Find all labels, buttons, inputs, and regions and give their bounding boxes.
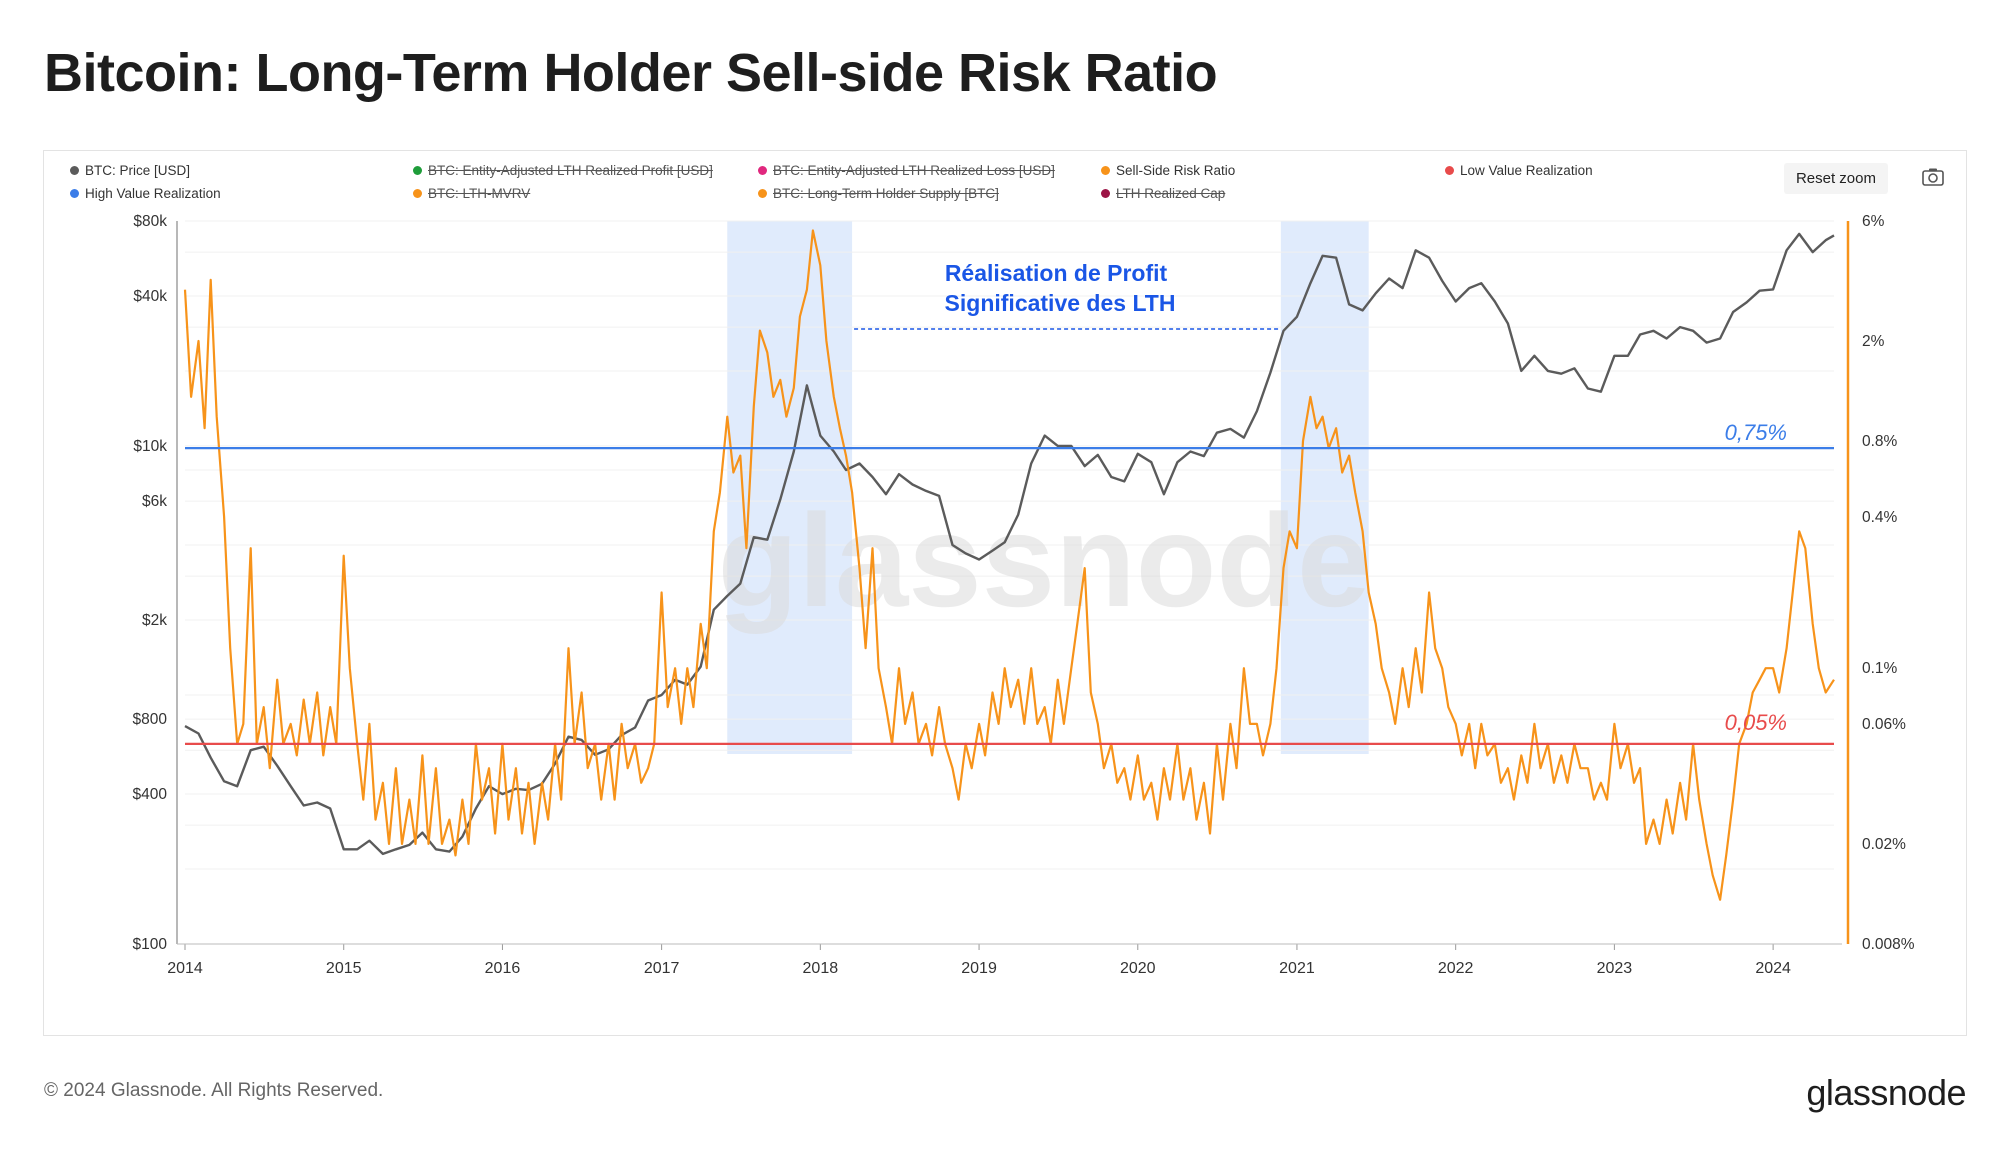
y-left-tick-label: $10k [133,438,167,455]
btc-price-line [184,232,1835,856]
legend-item-btc-price[interactable]: BTC: Price [USD] [70,163,190,178]
y-left-tick-label: $40k [133,288,167,305]
highlight-range-1 [727,221,853,754]
legend-item-lth-mvrv[interactable]: BTC: LTH-MVRV [413,186,530,201]
reset-zoom-button[interactable]: Reset zoom [1783,163,1888,194]
y-right-tick-label: 0.02% [1862,836,1906,853]
x-tick-label: 2014 [167,960,203,977]
sell-side-risk-ratio-line [183,229,1835,901]
legend-dot [413,166,422,175]
legend-dot [758,166,767,175]
x-tick-label: 2024 [1755,960,1791,977]
glassnode-logo: glassnode [1806,1072,1966,1113]
chart-container: BTC: Price [USD] BTC: Entity-Adjusted LT… [43,150,1967,1036]
y-left-tick-label: $400 [133,786,168,803]
y-left-tick-label: $2k [142,612,167,629]
x-tick-label: 2018 [803,960,839,977]
y-right-tick-label: 2% [1862,333,1885,350]
x-tick-label: 2022 [1438,960,1474,977]
legend-dot [70,166,79,175]
legend-dot [1101,189,1110,198]
chart-plot: 2014 2015 2016 2017 2018 2019 2020 2021 2022 2023… [133,213,1915,977]
y-right-tick-label: 0.06% [1862,716,1906,733]
legend-item-lth-realized-cap[interactable]: LTH Realized Cap [1101,186,1225,201]
y-right-tick-label: 0.8% [1862,433,1898,450]
y-left-tick-label: $80k [133,213,167,230]
x-tick-label: 2021 [1279,960,1315,977]
legend-dot [758,189,767,198]
high-value-label: 0,75% [1725,420,1787,445]
annotation-profit-line2: Significative des LTH [945,290,1176,316]
x-tick-label: 2016 [485,960,521,977]
x-tick-label: 2023 [1597,960,1633,977]
copyright-text: © 2024 Glassnode. All Rights Reserved. [44,1080,384,1101]
x-tick-label: 2017 [644,960,680,977]
x-tick-label: 2019 [961,960,997,977]
legend-dot [413,189,422,198]
x-tick-label: 2015 [326,960,362,977]
legend-item-high-value-realization[interactable]: High Value Realization [70,186,221,201]
y-left-tick-label: $800 [133,711,168,728]
legend-dot [70,189,79,198]
legend-item-lth-realized-profit[interactable]: BTC: Entity-Adjusted LTH Realized Profit… [413,163,713,178]
y-right-tick-label: 0.008% [1862,936,1915,953]
legend: BTC: Price [USD] BTC: Entity-Adjusted LT… [70,163,1770,209]
y-left-tick-label: $100 [133,936,168,953]
legend-item-sell-side-risk-ratio[interactable]: Sell-Side Risk Ratio [1101,163,1235,178]
legend-item-lth-supply[interactable]: BTC: Long-Term Holder Supply [BTC] [758,186,999,201]
y-left-tick-label: $6k [142,493,167,510]
legend-dot [1101,166,1110,175]
low-value-label: 0,05% [1725,710,1787,735]
watermark-text: glassnode [718,487,1371,634]
y-right-tick-label: 0.1% [1862,660,1898,677]
legend-item-lth-realized-loss[interactable]: BTC: Entity-Adjusted LTH Realized Loss [… [758,163,1055,178]
y-right-tick-label: 0.4% [1862,509,1898,526]
legend-dot [1445,166,1454,175]
annotation-profit-line1: Réalisation de Profit [945,260,1168,286]
legend-item-low-value-realization[interactable]: Low Value Realization [1445,163,1593,178]
y-right-tick-label: 6% [1862,213,1885,230]
x-tick-label: 2020 [1120,960,1156,977]
page-title: Bitcoin: Long-Term Holder Sell-side Risk… [44,43,1218,103]
camera-icon[interactable] [1922,167,1944,187]
